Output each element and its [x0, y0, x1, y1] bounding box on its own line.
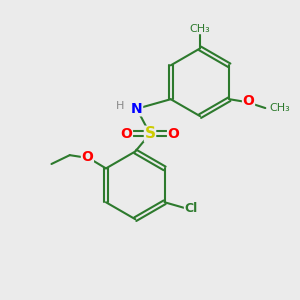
Text: O: O	[243, 94, 254, 108]
Text: S: S	[145, 126, 155, 141]
Text: O: O	[82, 150, 93, 164]
Text: N: N	[131, 102, 142, 116]
Text: CH₃: CH₃	[190, 24, 210, 34]
Text: Cl: Cl	[184, 202, 198, 215]
Text: O: O	[121, 127, 132, 141]
Text: O: O	[168, 127, 179, 141]
Text: H: H	[116, 101, 125, 111]
Text: CH₃: CH₃	[270, 103, 290, 113]
